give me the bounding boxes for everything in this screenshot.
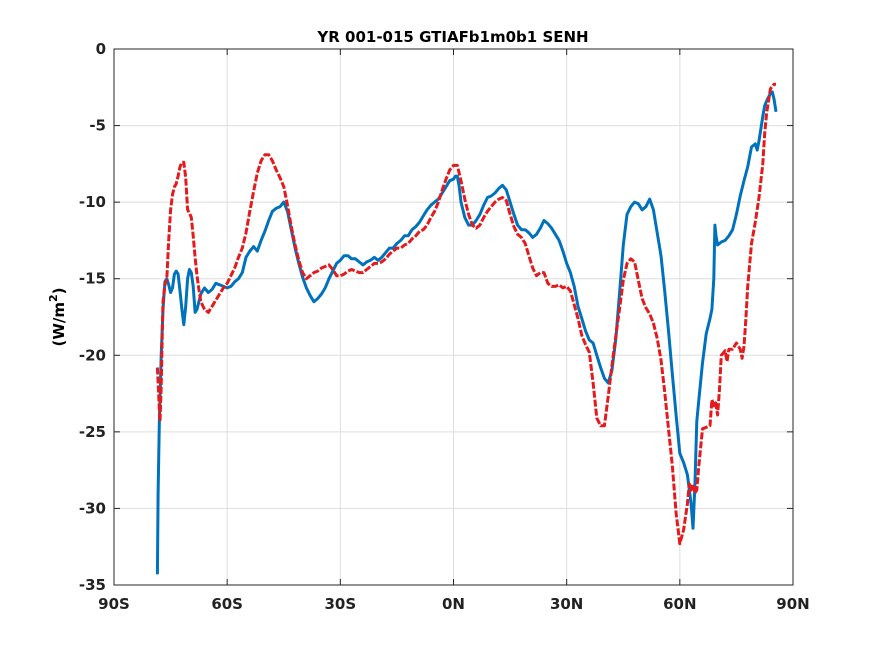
y-tick-label: 0 — [96, 40, 106, 58]
y-tick-label: -20 — [79, 346, 106, 364]
chart-title: YR 001-015 GTIAFb1m0b1 SENH — [316, 28, 588, 46]
y-axis-label-superscript: 2 — [47, 294, 60, 302]
y-tick-label: -10 — [79, 193, 106, 211]
x-tick-labels: 90S 60S 30S 0N 30N 60N 90N — [98, 595, 810, 613]
series-layer — [155, 82, 778, 575]
y-axis-label-end: ) — [50, 287, 68, 294]
y-axis-label-main: (W/m — [50, 302, 68, 347]
ticks — [113, 48, 794, 586]
x-tick-label: 60S — [211, 595, 243, 613]
y-axis-label: (W/m2) — [47, 287, 68, 346]
y-tick-label: -5 — [89, 117, 106, 135]
x-tick-label: 90N — [776, 595, 809, 613]
x-tick-label: 90S — [98, 595, 130, 613]
x-tick-label: 30S — [324, 595, 356, 613]
x-tick-label: 30N — [550, 595, 583, 613]
series-2-line — [155, 82, 776, 546]
y-tick-label: -25 — [79, 423, 106, 441]
y-tick-label: -30 — [79, 499, 106, 517]
y-tick-labels: 0 -5 -10 -15 -20 -25 -30 -35 — [79, 40, 106, 594]
series-1-line — [155, 90, 778, 575]
y-tick-label: -15 — [79, 270, 106, 288]
x-tick-label: 0N — [442, 595, 465, 613]
x-tick-label: 60N — [663, 595, 696, 613]
y-tick-label: -35 — [79, 576, 106, 594]
